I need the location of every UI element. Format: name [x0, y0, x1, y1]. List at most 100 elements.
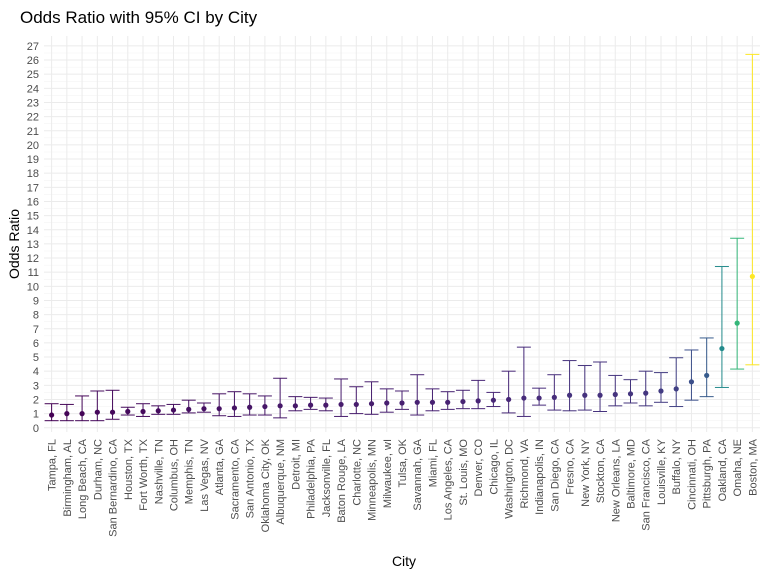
x-tick-label: Omaha, NE — [732, 439, 744, 496]
x-tick-label: Fresno, CA — [565, 438, 577, 494]
y-tick-label: 20 — [27, 140, 39, 152]
city-errorbar — [166, 403, 181, 415]
x-axis-ticks: Tampa, FL Birmingham, AL Long Beach, CA Dur… — [47, 438, 760, 537]
city-errorbar — [318, 397, 333, 412]
city-errorbar — [608, 374, 623, 407]
error-bars — [44, 53, 760, 422]
x-tick-label: Cincinnati, OH — [686, 439, 698, 510]
city-errorbar — [425, 388, 440, 412]
odds-ratio-point — [597, 392, 603, 398]
x-tick-label: San Diego, CA — [549, 438, 561, 511]
odds-ratio-point — [323, 402, 329, 408]
y-tick-label: 22 — [27, 112, 39, 124]
x-tick-label: Louisville, KY — [656, 438, 668, 505]
x-tick-label: Jacksonville, FL — [321, 439, 333, 517]
odds-ratio-point — [521, 395, 527, 401]
x-tick-label: Durham, NC — [92, 439, 104, 500]
x-tick-label: Stockton, CA — [595, 438, 607, 503]
y-tick-label: 0 — [33, 423, 39, 435]
odds-ratio-point — [231, 405, 238, 411]
odds-ratio-point — [490, 397, 497, 403]
odds-ratio-point — [186, 406, 192, 412]
city-errorbar — [349, 386, 364, 415]
y-tick-label: 12 — [27, 253, 39, 265]
x-tick-label: Savannah, GA — [412, 438, 424, 510]
odds-ratio-point — [201, 406, 207, 412]
city-errorbar — [379, 388, 394, 413]
odds-ratio-point — [64, 411, 70, 417]
city-errorbar — [410, 374, 425, 416]
y-tick-label: 18 — [27, 168, 39, 180]
x-tick-label: San Bernardino, CA — [108, 438, 120, 536]
city-errorbar — [364, 381, 379, 415]
x-axis-title: City — [392, 553, 416, 569]
odds-ratio-point — [368, 401, 375, 407]
x-tick-label: Pittsburgh, PA — [702, 438, 714, 508]
city-errorbar — [486, 391, 501, 408]
x-tick-label: Sacramento, CA — [229, 438, 241, 519]
odds-ratio-point — [429, 399, 436, 405]
city-errorbar — [257, 395, 272, 416]
y-tick-label: 6 — [33, 338, 39, 350]
x-tick-label: Baton Rouge, LA — [336, 438, 348, 522]
city-errorbar — [227, 391, 242, 417]
city-errorbar — [532, 387, 547, 406]
odds-ratio-point — [673, 386, 679, 392]
city-errorbar — [638, 370, 653, 407]
y-tick-label: 2 — [33, 394, 39, 406]
x-tick-label: Atlanta, GA — [214, 438, 226, 495]
odds-ratio-point — [79, 411, 85, 417]
y-tick-label: 9 — [33, 295, 39, 307]
odds-ratio-point — [414, 399, 420, 405]
odds-ratio-point — [460, 398, 466, 405]
y-tick-label: 25 — [27, 69, 39, 81]
city-errorbar — [242, 393, 257, 416]
x-tick-label: New York, NY — [580, 438, 592, 507]
y-tick-label: 17 — [27, 182, 39, 194]
y-tick-label: 14 — [27, 225, 39, 237]
x-tick-label: Oakland, CA — [717, 438, 729, 501]
x-tick-label: Long Beach, CA — [77, 438, 89, 519]
x-tick-label: Miami, FL — [427, 439, 439, 487]
x-tick-label: San Antonio, TX — [245, 438, 257, 518]
city-errorbar — [181, 399, 196, 414]
y-tick-label: 16 — [27, 196, 39, 208]
y-tick-label: 7 — [33, 324, 39, 336]
y-tick-label: 13 — [27, 239, 39, 251]
city-errorbar — [684, 349, 699, 401]
odds-ratio-point — [582, 392, 588, 398]
city-errorbar — [303, 396, 318, 410]
x-tick-label: Houston, TX — [123, 438, 135, 500]
city-errorbar — [120, 406, 135, 416]
odds-ratio-point — [749, 273, 755, 280]
odds-ratio-point — [338, 401, 344, 408]
y-tick-label: 10 — [27, 281, 39, 293]
odds-ratio-point — [566, 392, 573, 398]
city-errorbar — [623, 379, 638, 404]
city-errorbar — [593, 361, 608, 412]
y-tick-label: 27 — [27, 41, 39, 53]
city-errorbar — [136, 403, 151, 417]
x-tick-label: Columbus, OH — [168, 439, 180, 511]
x-tick-label: Oklahoma City, OK — [260, 438, 272, 532]
city-errorbar — [653, 372, 668, 403]
odds-ratio-point — [49, 412, 55, 418]
x-tick-label: Baltimore, MD — [626, 439, 638, 509]
odds-ratio-point — [353, 401, 359, 408]
odds-ratio-point — [307, 402, 314, 408]
odds-ratio-point — [445, 399, 451, 405]
y-tick-label: 24 — [27, 83, 39, 95]
city-errorbar — [440, 391, 455, 410]
odds-ratio-point — [506, 396, 512, 403]
x-tick-label: Denver, CO — [473, 439, 485, 497]
x-tick-label: Nashville, TN — [153, 439, 165, 504]
y-tick-label: 26 — [27, 55, 39, 67]
odds-ratio-point — [643, 390, 649, 396]
y-axis-ticks: 0123456789101112131415161718192021222324… — [27, 41, 39, 435]
city-errorbar — [196, 402, 211, 413]
odds-ratio-point — [125, 408, 131, 415]
x-tick-label: Tampa, FL — [47, 439, 59, 491]
x-tick-label: Charlotte, NC — [351, 439, 363, 506]
odds-ratio-point — [292, 403, 298, 409]
y-tick-label: 5 — [33, 352, 39, 364]
